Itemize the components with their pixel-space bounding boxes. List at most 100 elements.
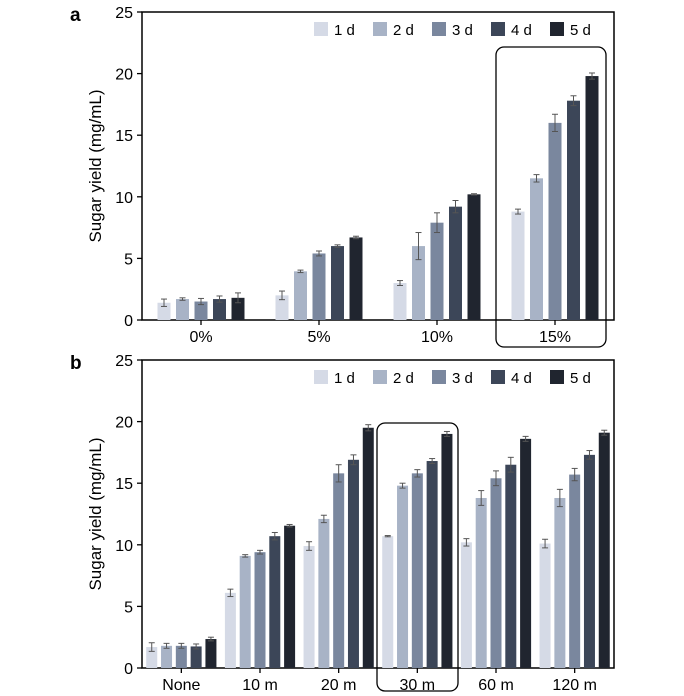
bar — [412, 246, 425, 320]
y-tick-label: 20 — [115, 67, 133, 84]
legend-label: 5 d — [570, 22, 591, 39]
legend-label: 1 d — [334, 370, 355, 387]
legend-swatch — [373, 22, 387, 36]
bar — [393, 283, 407, 320]
legend-swatch — [491, 370, 505, 384]
bar — [239, 555, 251, 668]
chart-panel-b: b 0 5 10 15 20 25 Sugar yield (mg/mL) None 10 m 20… — [70, 353, 615, 694]
y-tick-label: 15 — [115, 476, 133, 493]
bar — [275, 295, 289, 320]
bar — [490, 478, 502, 668]
bar — [176, 299, 189, 320]
legend-label: 3 d — [452, 370, 473, 387]
legend-swatch — [314, 370, 328, 384]
bar — [331, 246, 344, 320]
bar — [284, 525, 296, 668]
chart-panel-a: a 0 5 10 15 20 25 Sugar yield (mg/mL) 0% 5% 10% 15%… — [70, 5, 615, 348]
bar — [205, 639, 217, 668]
bar — [397, 485, 409, 668]
bar — [467, 194, 481, 320]
y-tick-label: 15 — [115, 128, 133, 145]
y-tick-label: 25 — [115, 5, 133, 22]
y-axis-label: Sugar yield (mg/mL) — [86, 89, 105, 242]
bar — [567, 100, 580, 320]
bar — [157, 302, 171, 320]
bar — [213, 299, 226, 320]
bar — [449, 206, 462, 320]
bar — [382, 536, 394, 668]
bar — [585, 76, 599, 321]
legend-label: 3 d — [452, 22, 473, 39]
y-tick-label: 0 — [124, 661, 133, 678]
bar — [511, 211, 525, 320]
bar — [460, 542, 472, 668]
x-tick-label: None — [162, 677, 200, 694]
y-tick-label: 20 — [115, 415, 133, 432]
bar — [441, 433, 453, 668]
x-tick-label: 15% — [539, 329, 571, 346]
y-tick-label: 10 — [115, 538, 133, 555]
panel-letter: b — [70, 353, 82, 374]
bar — [312, 253, 326, 320]
bar — [161, 645, 173, 668]
bar — [430, 222, 444, 320]
legend-label: 1 d — [334, 22, 355, 39]
plot-frame — [141, 359, 615, 669]
bar — [548, 122, 562, 320]
bar — [598, 432, 610, 668]
legend-label: 5 d — [570, 370, 591, 387]
bar — [475, 497, 487, 668]
bar — [224, 592, 236, 668]
bar — [347, 459, 359, 668]
bar — [194, 301, 208, 320]
highlight-box — [495, 46, 607, 348]
legend-label: 2 d — [393, 22, 414, 39]
bar — [303, 546, 315, 668]
bar — [554, 497, 566, 668]
legend-label: 4 d — [511, 370, 532, 387]
legend-label: 4 d — [511, 22, 532, 39]
legend-swatch — [314, 22, 328, 36]
bar — [318, 518, 330, 668]
plot-frame — [141, 11, 615, 321]
y-axis-label: Sugar yield (mg/mL) — [86, 437, 105, 590]
bar — [569, 474, 581, 668]
y-tick-label: 10 — [115, 190, 133, 207]
x-tick-label: 20 m — [321, 677, 357, 694]
legend-swatch — [491, 22, 505, 36]
y-tick-label: 0 — [124, 313, 133, 330]
bar — [520, 438, 532, 668]
legend-swatch — [432, 22, 446, 36]
legend-swatch — [550, 22, 564, 36]
bar — [539, 543, 551, 668]
bar — [294, 271, 307, 320]
x-tick-label: 0% — [189, 329, 212, 346]
x-tick-label: 120 m — [552, 677, 596, 694]
bar — [583, 454, 595, 668]
x-tick-label: 30 m — [400, 677, 436, 694]
bar — [190, 646, 202, 668]
bar — [411, 473, 423, 668]
legend-label: 2 d — [393, 370, 414, 387]
y-tick-label: 5 — [124, 599, 133, 616]
bar — [426, 461, 438, 668]
highlight-box — [376, 422, 459, 692]
bar — [349, 237, 363, 320]
bar — [505, 464, 517, 668]
legend-swatch — [373, 370, 387, 384]
y-tick-label: 25 — [115, 353, 133, 370]
x-tick-label: 5% — [307, 329, 330, 346]
legend-swatch — [550, 370, 564, 384]
bar — [175, 645, 187, 668]
bar — [254, 552, 266, 668]
legend-swatch — [432, 370, 446, 384]
x-tick-label: 60 m — [478, 677, 514, 694]
y-tick-label: 5 — [124, 251, 133, 268]
bar — [231, 297, 245, 320]
bar — [269, 536, 281, 668]
bar — [146, 647, 158, 668]
bar — [362, 427, 374, 668]
x-tick-label: 10% — [421, 329, 453, 346]
bar — [530, 178, 543, 320]
